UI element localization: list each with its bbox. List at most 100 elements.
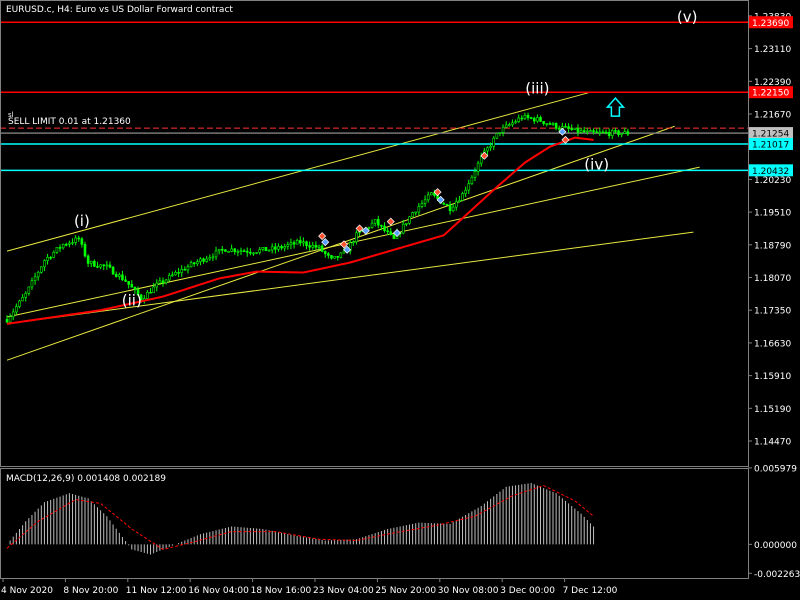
candle-body	[620, 133, 623, 136]
candle-body	[582, 130, 586, 133]
candle-body	[501, 126, 505, 133]
candle-body	[261, 247, 265, 250]
candle-body	[461, 193, 464, 201]
candle-body	[171, 274, 174, 277]
candle-body	[164, 279, 168, 284]
candle-body	[15, 306, 18, 313]
candle-body	[214, 250, 218, 258]
signal-marker	[339, 240, 348, 249]
candles	[5, 112, 630, 325]
candle-body	[93, 260, 96, 267]
time-tick-label: 25 Nov 20:00	[375, 586, 436, 596]
axes: 1.238301.231101.223901.216701.209501.202…	[1, 12, 800, 596]
candle-body	[202, 258, 205, 262]
price-panel-frame	[0, 0, 749, 467]
candle-body	[277, 246, 280, 250]
signal-marker	[558, 127, 567, 136]
candle-body	[155, 282, 159, 288]
signal-marker	[433, 188, 442, 197]
candle-body	[11, 311, 15, 318]
candle-body	[314, 244, 318, 248]
candle-body	[24, 293, 28, 298]
candle-body	[255, 252, 258, 254]
trend-line	[6, 231, 694, 325]
signal-marker	[480, 151, 489, 160]
macd-panel-frame	[0, 468, 749, 579]
wave-label: (iii)	[525, 80, 549, 98]
candle-body	[548, 123, 552, 125]
candle-body	[167, 275, 171, 281]
price-tick-label: 1.15190	[754, 405, 791, 415]
chart-title: EURUSD.c, H4: Euro vs US Dollar Forward …	[6, 5, 233, 15]
candle-body	[411, 212, 414, 218]
candle-body	[473, 171, 477, 178]
candle-body	[40, 266, 43, 273]
candle-body	[529, 117, 533, 119]
signal-marker	[393, 229, 401, 237]
price-tick-label: 1.20230	[754, 176, 791, 186]
candle-body	[289, 242, 293, 245]
candle-body	[74, 237, 77, 243]
candle-body	[105, 264, 109, 267]
candle-body	[539, 117, 542, 122]
candle-body	[323, 251, 327, 254]
candle-body	[342, 250, 346, 254]
signal-marker	[436, 195, 445, 204]
level-price-label: 1.21254	[752, 130, 789, 140]
candle-body	[445, 203, 449, 206]
candle-body	[245, 250, 249, 253]
candle-body	[49, 256, 52, 259]
candle-body	[249, 252, 252, 254]
moving-average	[6, 136, 594, 325]
price-tick-label: 1.16630	[754, 339, 791, 349]
candle-body	[601, 131, 605, 134]
candle-body	[58, 247, 62, 249]
price-tick-label: 1.18070	[754, 274, 791, 284]
candle-body	[348, 242, 352, 252]
candle-body	[508, 124, 511, 126]
time-tick-label: 16 Nov 04:00	[188, 586, 249, 596]
candle-body	[598, 131, 602, 134]
candle-body	[30, 280, 34, 288]
candle-body	[71, 242, 74, 244]
candle-body	[554, 122, 558, 129]
candle-body	[330, 255, 333, 259]
candle-body	[430, 192, 433, 196]
candle-body	[64, 243, 68, 246]
candle-body	[498, 132, 502, 134]
candle-body	[476, 162, 480, 172]
candle-body	[370, 222, 374, 228]
candle-body	[233, 248, 237, 253]
price-tick-label: 1.18790	[754, 241, 791, 251]
level-price-label: 1.21017	[752, 140, 789, 150]
candle-body	[27, 286, 31, 294]
time-tick-label: 30 Nov 08:00	[438, 586, 499, 596]
level-price-label: 1.22150	[752, 89, 789, 99]
candle-body	[283, 246, 286, 249]
candle-body	[383, 225, 386, 232]
candle-body	[80, 238, 84, 245]
candle-body	[52, 251, 56, 258]
candle-body	[102, 264, 106, 267]
price-tick-label: 1.19510	[754, 209, 791, 219]
candle-body	[267, 249, 271, 252]
macd-tick-label: 0.000000	[754, 541, 797, 551]
candle-body	[158, 280, 162, 284]
candle-body	[227, 251, 230, 253]
candle-body	[224, 249, 227, 252]
candle-body	[576, 127, 580, 133]
signal-marker	[561, 135, 570, 144]
candle-body	[408, 216, 411, 224]
candle-body	[586, 130, 589, 133]
candle-body	[186, 266, 190, 271]
candle-body	[36, 272, 40, 278]
wave-label: (v)	[677, 8, 698, 26]
candle-body	[401, 223, 405, 234]
candle-body	[551, 122, 555, 125]
candle-body	[252, 252, 255, 255]
candle-body	[217, 248, 221, 252]
candle-body	[236, 251, 240, 253]
candle-body	[414, 211, 418, 214]
